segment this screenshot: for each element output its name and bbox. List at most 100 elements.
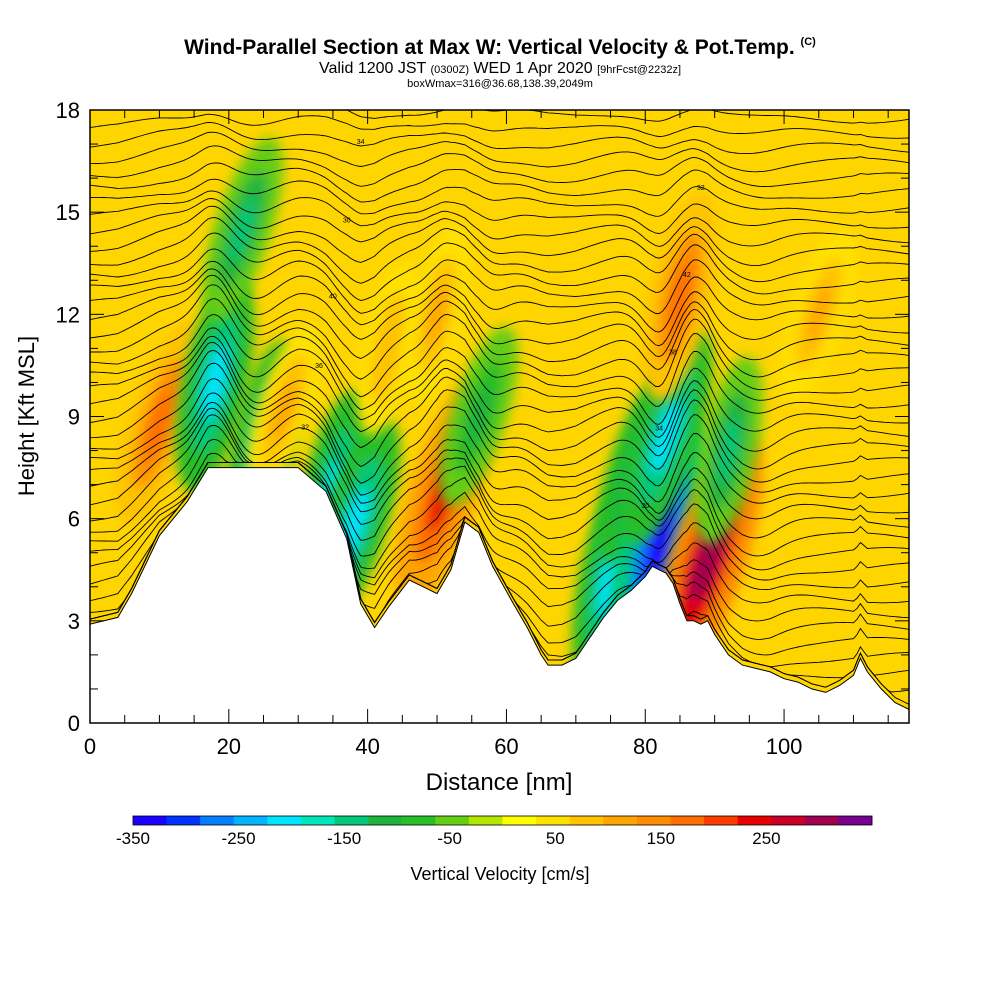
isentrope-line <box>90 232 909 301</box>
colorbar-swatch <box>133 816 167 825</box>
velocity-cell <box>439 326 519 507</box>
velocity-cell <box>115 322 204 525</box>
isentrope-line <box>90 190 909 234</box>
colorbar-swatch <box>300 816 335 825</box>
isentrope-label: 34 <box>655 426 663 433</box>
y-tick-label: 12 <box>56 302 80 327</box>
isentrope-line <box>90 362 909 484</box>
isentrope-line <box>90 268 909 347</box>
isentrope-label: 32 <box>301 425 309 432</box>
colorbar-tick-label: 50 <box>546 829 565 848</box>
colorbar-swatch <box>435 816 470 825</box>
isentrope-label: 42 <box>683 272 691 279</box>
colorbar-tick-label: -150 <box>327 829 361 848</box>
chart-title: Wind-Parallel Section at Max W: Vertical… <box>184 36 816 59</box>
y-tick-label: 0 <box>68 711 80 736</box>
isentrope-line <box>90 121 909 155</box>
velocity-cell <box>694 356 763 545</box>
isentrope-line <box>90 341 909 452</box>
isentrope-label: 30 <box>641 503 649 510</box>
x-tick-label: 20 <box>217 734 241 759</box>
isentrope-line <box>90 217 909 284</box>
isentrope-label: 34 <box>357 139 365 146</box>
isentrope-line <box>90 401 909 520</box>
y-axis-label: Height [Kft MSL] <box>14 336 39 496</box>
y-tick-label: 9 <box>68 405 80 430</box>
isentrope-line <box>90 327 909 425</box>
colorbar-swatch <box>838 816 873 825</box>
colorbar-swatch <box>502 816 537 825</box>
y-tick-label: 18 <box>56 98 80 123</box>
x-axis: 0 20 40 60 80 100 <box>84 110 889 759</box>
colorbar-tick-label: -250 <box>222 829 256 848</box>
colorbar-swatch <box>636 816 671 825</box>
isentrope-line <box>90 113 909 139</box>
isentrope-line <box>90 378 909 496</box>
colorbar-swatch <box>166 816 201 825</box>
colorbar-tick-label: -350 <box>116 829 150 848</box>
isentrope-labels: 30 32 34 36 38 40 42 30 32 34 <box>301 139 705 510</box>
colorbar-swatch <box>704 816 738 825</box>
isentrope-line <box>90 424 909 571</box>
colorbar-swatch <box>401 816 436 825</box>
x-tick-label: 60 <box>494 734 518 759</box>
isentrope-line <box>90 438 909 581</box>
isentrope-line <box>90 145 909 188</box>
isentrope-line <box>90 260 909 333</box>
x-axis-label: Distance [nm] <box>426 769 573 796</box>
isentrope-line <box>90 452 909 591</box>
isentrope-label: 30 <box>343 218 351 225</box>
colorbar-swatch <box>670 816 705 825</box>
y-tick-label: 15 <box>56 200 80 225</box>
y-tick-label: 3 <box>68 609 80 634</box>
colorbar-tick-label: 250 <box>752 829 780 848</box>
colorbar-swatch <box>804 816 839 825</box>
colorbar-swatch <box>233 816 268 825</box>
copyright-mark: (C) <box>800 36 816 48</box>
isentrope-line <box>90 407 909 539</box>
velocity-cell <box>356 262 421 435</box>
terrain-mask <box>89 467 910 724</box>
y-tick-label: 6 <box>68 507 80 532</box>
x-tick-label: 80 <box>633 734 657 759</box>
isentrope-line <box>90 198 909 247</box>
isentrope-line <box>90 414 909 557</box>
colorbar-swatch <box>334 816 369 825</box>
colorbar-label: Vertical Velocity [cm/s] <box>410 864 589 884</box>
isentrope-contours <box>90 110 909 705</box>
isentrope-label: 36 <box>315 363 323 370</box>
isentrope-line <box>90 462 909 604</box>
colorbar-frame <box>132 815 873 826</box>
isentrope-line <box>90 205 909 267</box>
isentrope-line <box>90 178 909 217</box>
isentrope-line <box>90 284 909 380</box>
velocity-cell <box>202 137 283 321</box>
colorbar-tick-label: -50 <box>437 829 462 848</box>
x-tick-label: 40 <box>355 734 379 759</box>
isentrope-label: 40 <box>329 294 337 301</box>
isentrope-line <box>90 335 909 438</box>
colorbar-swatch <box>200 816 235 825</box>
isentrope-line <box>90 274 909 361</box>
colorbar-swatch <box>468 816 503 825</box>
isentrope-line <box>90 392 909 504</box>
isentrope-line <box>90 131 909 173</box>
x-tick-label: 0 <box>84 734 96 759</box>
colorbar-swatch <box>569 816 604 825</box>
isentrope-line <box>90 162 909 203</box>
isentrope-label: 38 <box>669 350 677 357</box>
colorbar-swatch <box>771 816 806 825</box>
isentrope-line <box>90 298 909 398</box>
isentrope-line <box>90 350 909 470</box>
colorbar-swatch <box>603 816 638 825</box>
colorbar-swatch <box>737 816 772 825</box>
box-wmax-info: boxWmax=316@36.68,138.39,2049m <box>407 78 593 90</box>
colorbar-tick-label: 150 <box>647 829 675 848</box>
isentrope-line <box>90 314 909 411</box>
colorbar: -350 -250 -150 -50 50 150 250 <box>116 815 873 848</box>
isentrope-label: 32 <box>697 185 705 192</box>
chart-subtitle: Valid 1200 JST (0300Z) WED 1 Apr 2020 [9… <box>318 60 682 77</box>
isentrope-line <box>90 248 909 314</box>
